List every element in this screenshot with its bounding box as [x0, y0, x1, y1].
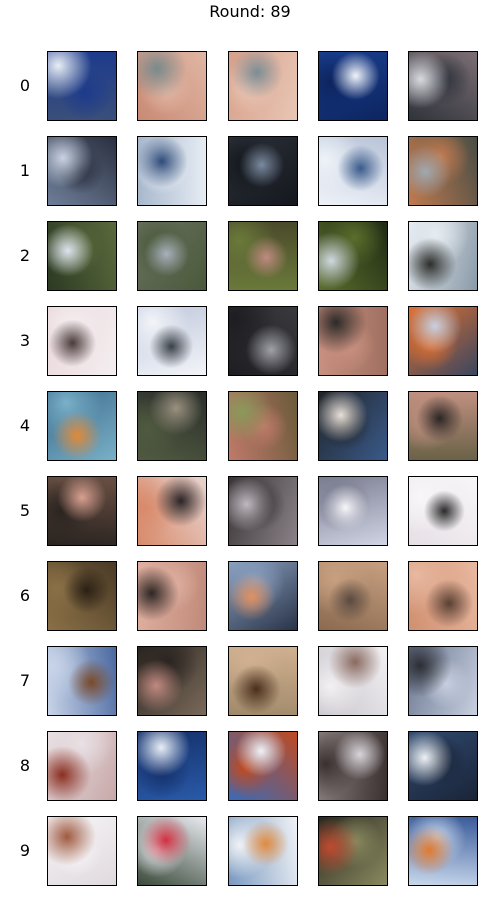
generated-sample-image	[408, 731, 478, 801]
generated-sample-image	[318, 646, 388, 716]
generated-sample-image	[137, 51, 207, 121]
figure-title: Round: 89	[209, 2, 291, 21]
generated-sample-image	[408, 221, 478, 291]
generated-sample-image	[408, 391, 478, 461]
row-label: 5	[19, 501, 31, 520]
generated-sample-image	[47, 816, 117, 886]
generated-sample-image	[228, 816, 298, 886]
generated-sample-image	[408, 816, 478, 886]
generated-sample-image	[228, 221, 298, 291]
generated-sample-image	[137, 136, 207, 206]
generated-sample-image	[228, 561, 298, 631]
generated-sample-image	[228, 731, 298, 801]
row-label: 7	[19, 671, 31, 690]
generated-sample-image	[318, 476, 388, 546]
generated-sample-image	[47, 646, 117, 716]
row-label: 3	[19, 331, 31, 350]
generated-sample-image	[228, 646, 298, 716]
generated-sample-image	[228, 306, 298, 376]
generated-sample-image	[408, 51, 478, 121]
row-label: 0	[19, 76, 31, 95]
generated-sample-image	[47, 51, 117, 121]
generated-sample-image	[137, 476, 207, 546]
generated-sample-image	[47, 306, 117, 376]
generated-sample-image	[47, 136, 117, 206]
generated-sample-image	[408, 476, 478, 546]
generated-sample-image	[47, 221, 117, 291]
generated-sample-image	[318, 136, 388, 206]
generated-sample-image	[47, 561, 117, 631]
generated-sample-image	[408, 646, 478, 716]
generated-sample-image	[318, 306, 388, 376]
generated-sample-image	[408, 136, 478, 206]
generated-sample-image	[228, 136, 298, 206]
generated-sample-image	[318, 816, 388, 886]
generated-sample-image	[47, 391, 117, 461]
generated-sample-image	[137, 816, 207, 886]
row-label: 2	[19, 246, 31, 265]
generated-sample-image	[47, 476, 117, 546]
generated-sample-image	[318, 391, 388, 461]
generated-sample-image	[318, 731, 388, 801]
generated-sample-image	[228, 51, 298, 121]
generated-sample-image	[47, 731, 117, 801]
row-label: 9	[19, 841, 31, 860]
generated-sample-image	[137, 221, 207, 291]
generated-sample-image	[408, 561, 478, 631]
generated-sample-image	[318, 51, 388, 121]
row-label: 6	[19, 586, 31, 605]
row-label: 1	[19, 161, 31, 180]
generated-sample-image	[137, 731, 207, 801]
row-label: 8	[19, 756, 31, 775]
generated-sample-image	[137, 306, 207, 376]
generated-sample-image	[228, 476, 298, 546]
generated-sample-image	[408, 306, 478, 376]
generated-sample-image	[318, 221, 388, 291]
generated-sample-image	[318, 561, 388, 631]
generated-sample-image	[228, 391, 298, 461]
generated-sample-image	[137, 646, 207, 716]
row-label: 4	[19, 416, 31, 435]
generated-sample-image	[137, 391, 207, 461]
generated-sample-image	[137, 561, 207, 631]
